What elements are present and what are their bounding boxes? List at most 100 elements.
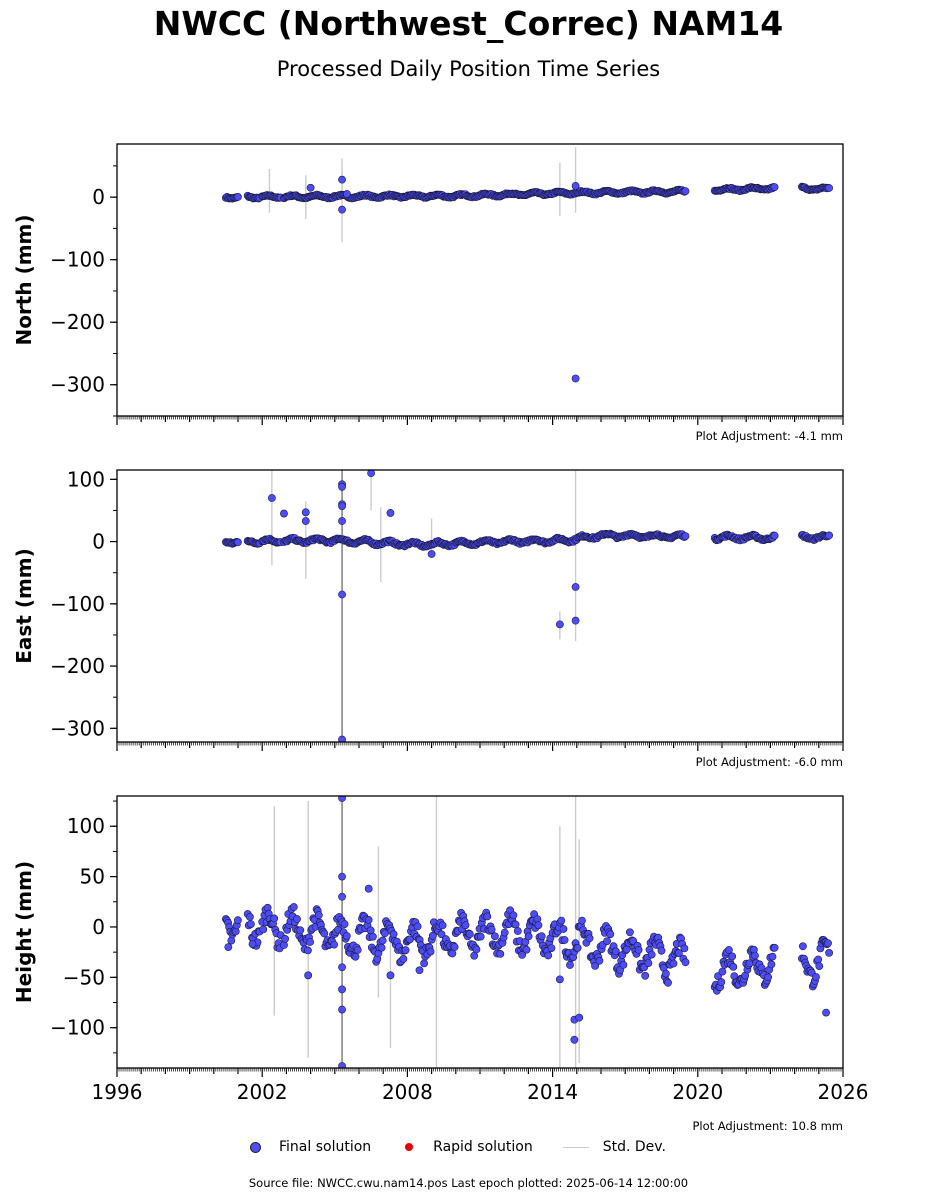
data-point: [619, 961, 628, 969]
y-axis-label: North (mm): [12, 214, 36, 345]
data-point: [420, 959, 428, 968]
outlier-point: [575, 1013, 584, 1022]
outlier-point: [555, 975, 564, 984]
x-tick-label: 1996: [92, 1080, 143, 1104]
y-tick-label: −50: [63, 965, 105, 989]
data-point: [389, 930, 398, 939]
data-point: [487, 925, 496, 934]
data-point: [511, 920, 520, 929]
data-point: [303, 946, 312, 955]
data-point: [513, 927, 522, 935]
y-tick-label: 0: [92, 530, 105, 554]
data-point: [281, 935, 289, 943]
data-point: [815, 962, 824, 970]
chart-title: NWCC (Northwest_Correc) NAM14: [153, 4, 784, 43]
y-tick-label: −300: [50, 716, 105, 740]
outlier-point: [338, 1062, 346, 1068]
data-point: [644, 959, 653, 967]
data-point: [825, 184, 833, 192]
outlier-point: [338, 175, 346, 184]
outlier-point: [338, 502, 346, 511]
y-tick-label: −200: [50, 654, 105, 678]
y-axis-label: East (mm): [12, 548, 36, 664]
outlier-point: [338, 1005, 346, 1014]
data-point: [560, 936, 569, 944]
y-tick-label: −300: [50, 373, 105, 397]
data-point: [377, 943, 386, 952]
data-point: [728, 952, 737, 961]
y-tick-label: 100: [67, 814, 105, 838]
data-point: [465, 930, 474, 938]
outlier-point: [338, 205, 346, 214]
data-point: [544, 951, 553, 960]
data-point: [825, 531, 833, 540]
data-point: [413, 922, 422, 931]
final-marker-icon: [250, 1141, 261, 1153]
legend: Final solution Rapid solution Std. Dev.: [250, 1136, 696, 1158]
outlier-point: [571, 616, 580, 625]
data-point: [626, 928, 634, 937]
data-point: [270, 914, 279, 923]
outlier-point: [267, 494, 276, 502]
y-tick-label: −100: [50, 248, 105, 272]
panel-1: 0 −100 −200 −300 North (mm) Plot Adjustment: …: [12, 143, 844, 443]
data-point: [437, 930, 446, 939]
data-point: [405, 935, 414, 944]
data-point: [401, 946, 410, 955]
legend-final-label: Final solution: [279, 1139, 372, 1155]
data-point: [330, 940, 338, 949]
data-point: [768, 952, 777, 961]
legend-std-label: Std. Dev.: [602, 1139, 666, 1155]
data-point: [675, 949, 683, 957]
outlier-point: [822, 1008, 830, 1017]
data-point: [770, 943, 779, 952]
x-tick-label: 2008: [382, 1080, 433, 1104]
panel-plot-area: [221, 470, 833, 742]
data-point: [537, 932, 546, 941]
y-tick-label: 100: [67, 467, 105, 491]
data-point: [557, 916, 566, 925]
data-point: [246, 920, 255, 928]
data-point: [340, 920, 349, 928]
y-axis-label: Height (mm): [12, 861, 36, 1003]
data-point: [364, 916, 373, 924]
outlier-point: [306, 183, 315, 192]
x-tick-label: 2026: [818, 1080, 869, 1104]
outlier-point: [338, 590, 346, 599]
data-point: [657, 946, 666, 955]
data-point: [522, 945, 531, 954]
outlier-point: [367, 470, 375, 478]
y-tick-label: −100: [50, 592, 105, 616]
data-point: [534, 921, 543, 930]
outlier-point: [571, 374, 580, 383]
data-point: [634, 946, 643, 954]
outlier-point: [338, 985, 346, 994]
legend-rapid: Rapid solution: [401, 1139, 533, 1155]
data-point: [825, 949, 833, 957]
outlier-point: [570, 1035, 579, 1044]
data-point: [559, 925, 568, 933]
outlier-point: [342, 190, 351, 198]
outlier-point: [301, 508, 310, 517]
outlier-point: [571, 583, 580, 591]
data-point: [320, 929, 329, 938]
x-tick-label: 2002: [237, 1080, 288, 1104]
data-point: [680, 944, 689, 953]
plot-adjustment-label: Plot Adjustment: 10.8 mm: [692, 1119, 843, 1133]
data-point: [591, 962, 599, 970]
chart-subtitle: Processed Daily Position Time Series: [276, 57, 661, 81]
panel-3: 100 50 0 −50 −100 1996 2002 2008 2014 2020 2026 Hei…: [12, 795, 869, 1133]
data-point: [770, 531, 779, 540]
data-point: [595, 956, 604, 965]
data-point: [647, 950, 656, 959]
data-point: [524, 932, 533, 941]
legend-std: Std. Dev.: [562, 1139, 666, 1155]
data-point: [573, 944, 582, 952]
panel-plot-area: [221, 796, 833, 1068]
outlier-point: [415, 966, 424, 975]
y-tick-label: 0: [92, 185, 105, 209]
data-point: [509, 911, 518, 920]
data-point: [566, 961, 574, 969]
data-point: [770, 183, 779, 191]
